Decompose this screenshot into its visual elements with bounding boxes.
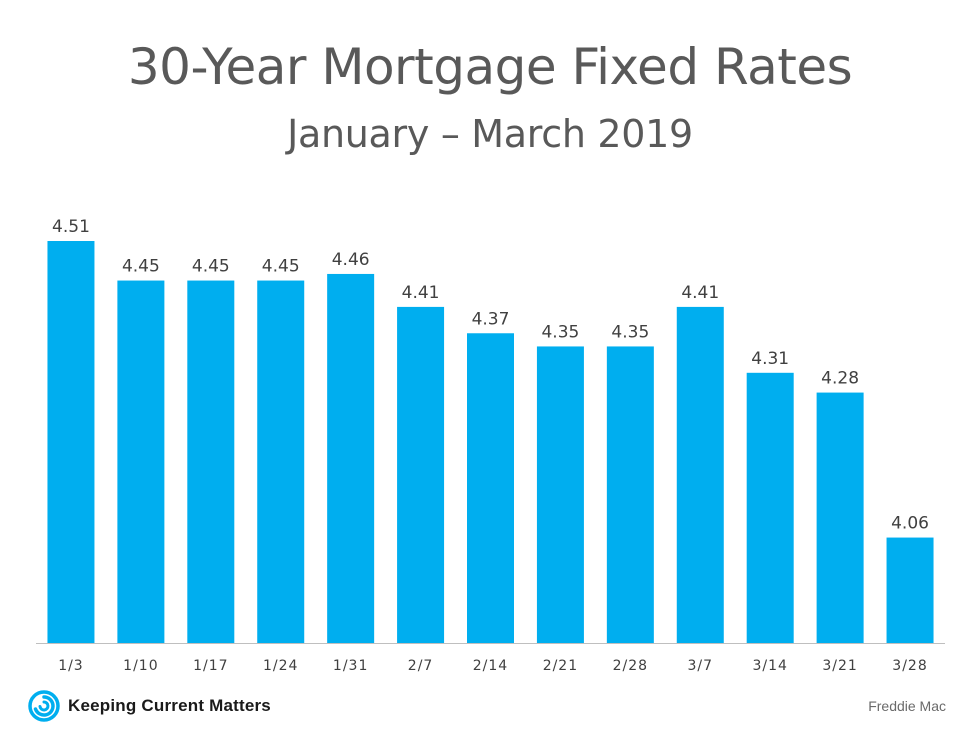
x-tick-label: 3/21: [822, 658, 857, 674]
bar-3-14: [746, 372, 794, 643]
bar-3-7: [676, 306, 724, 643]
bar-1-10: [117, 280, 165, 643]
x-tick-label: 1/3: [58, 658, 84, 674]
brand-logo: Keeping Current Matters: [28, 688, 271, 724]
x-tick-label: 3/7: [688, 658, 714, 674]
chart-subtitle: January – March 2019: [287, 112, 693, 156]
swirl-logo-icon: [28, 690, 60, 722]
bar-1-31: [327, 273, 375, 643]
bar-1-3: [47, 241, 95, 643]
source-note: Freddie Mac: [868, 698, 946, 714]
data-label: 4.41: [681, 283, 719, 303]
x-tick-label: 3/14: [752, 658, 787, 674]
data-label: 4.45: [122, 257, 160, 277]
x-tick-label: 3/28: [892, 658, 927, 674]
brand-name: Keeping Current Matters: [68, 696, 271, 715]
x-tick-label: 2/14: [473, 658, 508, 674]
data-label: 4.45: [192, 257, 230, 277]
data-label: 4.31: [751, 349, 789, 369]
bar-1-17: [187, 280, 235, 643]
x-tick-label: 1/10: [123, 658, 158, 674]
chart-title: 30-Year Mortgage Fixed Rates: [127, 38, 853, 96]
bar-3-21: [816, 392, 864, 643]
bar-2-7: [397, 306, 445, 643]
x-tick-label: 1/17: [193, 658, 228, 674]
x-tick-label: 1/24: [263, 658, 298, 674]
data-label: 4.41: [402, 283, 440, 303]
x-tick-label: 2/21: [543, 658, 578, 674]
data-label: 4.46: [332, 250, 370, 270]
x-tick-label: 1/31: [333, 658, 368, 674]
x-tick-label: 2/28: [613, 658, 648, 674]
x-tick-label: 2/7: [408, 658, 434, 674]
data-label: 4.06: [891, 514, 929, 534]
bar-2-14: [467, 333, 514, 643]
data-label: 4.37: [472, 309, 510, 329]
data-label: 4.45: [262, 257, 300, 277]
bar-2-21: [536, 346, 584, 643]
bar-3-28: [886, 537, 934, 643]
data-label: 4.28: [821, 369, 859, 389]
bar-2-28: [606, 346, 654, 643]
data-label: 4.35: [611, 322, 649, 342]
data-label: 4.35: [541, 322, 579, 342]
data-label: 4.51: [52, 217, 90, 237]
bar-1-24: [257, 280, 305, 643]
